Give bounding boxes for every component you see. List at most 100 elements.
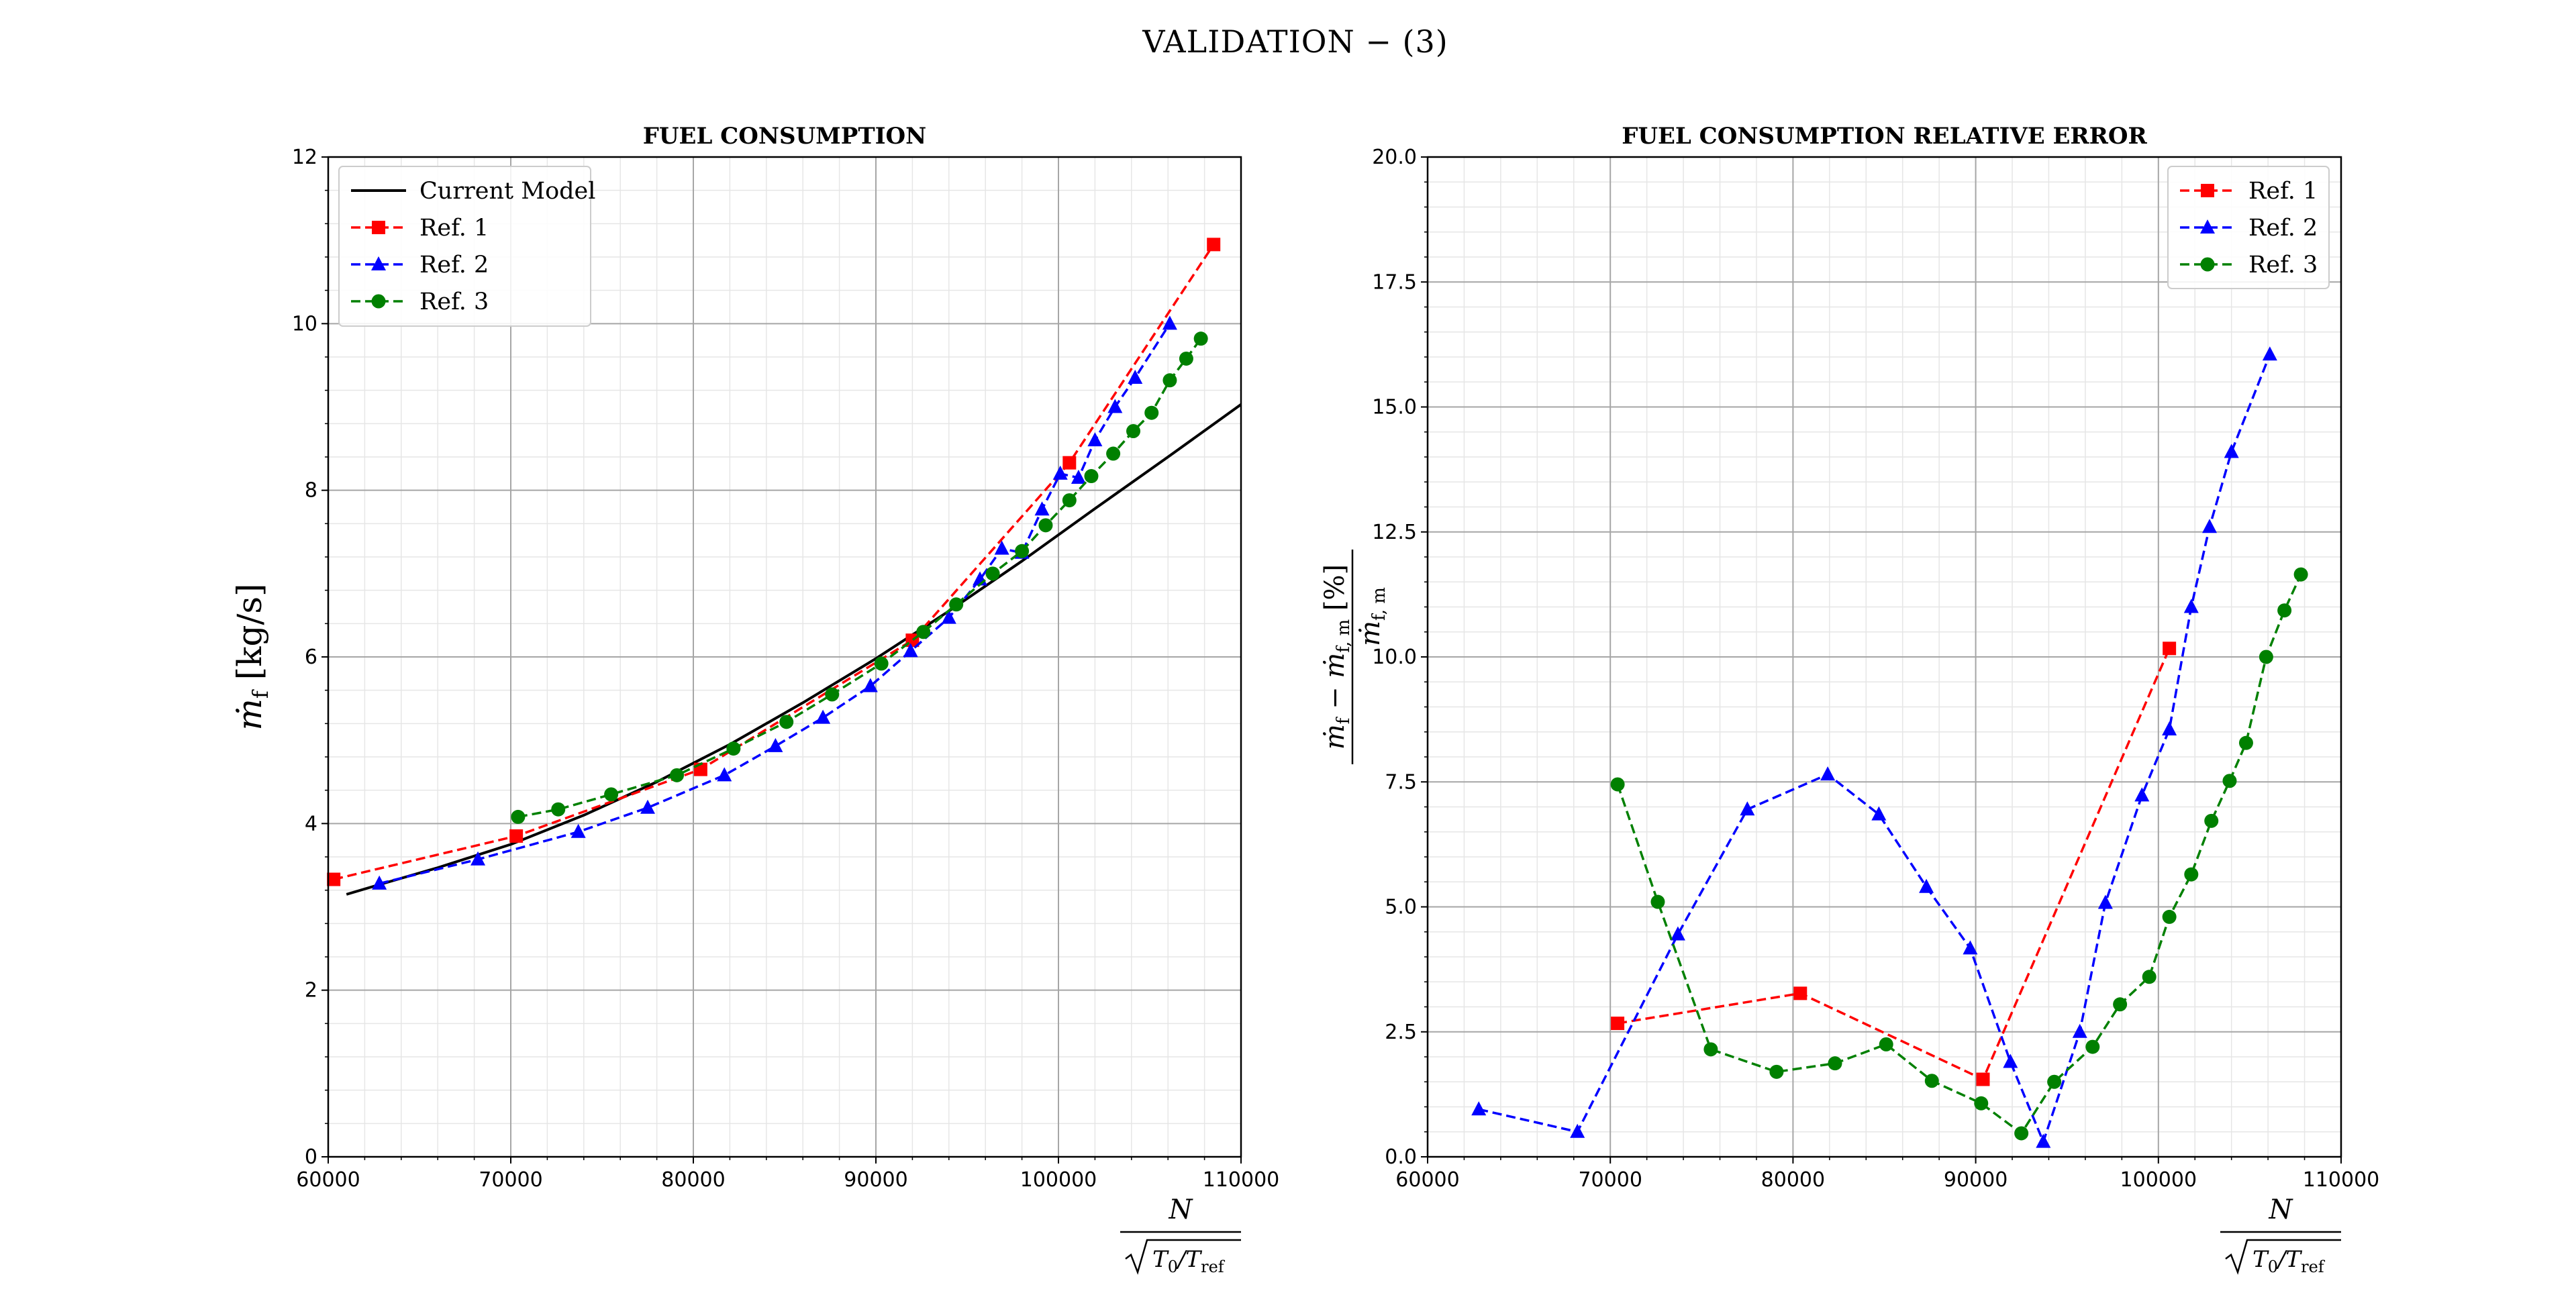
- data-point: [768, 737, 783, 752]
- x-tick-label: 80000: [1761, 1168, 1825, 1192]
- legend-item: Ref. 3: [351, 289, 489, 315]
- data-point: [1471, 1101, 1487, 1116]
- x-axis-label: N / √(T0/Tref)NT0/Tref: [1120, 1194, 1241, 1276]
- data-point: [1963, 940, 1978, 955]
- legend: Current Model Ref. 1 Ref. 2 Ref. 3: [338, 166, 595, 327]
- y-tick-label: 2: [305, 979, 317, 1002]
- data-point: [670, 768, 685, 782]
- data-point: [2222, 774, 2237, 788]
- x-tick-label: 60000: [1395, 1168, 1459, 1192]
- data-point: [2259, 650, 2273, 664]
- data-point: [1087, 432, 1103, 447]
- legend-item: Ref. 2: [2180, 215, 2318, 242]
- data-point: [1207, 238, 1221, 252]
- data-point: [2184, 867, 2199, 882]
- chart-relative-error: 60000 70000 80000 90000 100000 110000 0.0 2.5 5.…: [1320, 123, 2379, 1276]
- data-point: [815, 709, 831, 724]
- data-point: [2113, 997, 2128, 1012]
- data-point: [2277, 603, 2292, 618]
- chart-title: FUEL CONSUMPTION RELATIVE ERROR: [1622, 123, 2147, 150]
- legend-marker: [2200, 257, 2215, 272]
- legend-marker: [371, 256, 386, 270]
- data-point: [1193, 331, 1208, 346]
- y-label-text: ṁf [kg/s]: [230, 584, 273, 731]
- legend-item: Ref. 1: [351, 215, 489, 242]
- sqrt-sign: [2225, 1239, 2341, 1275]
- chart-title: FUEL CONSUMPTION: [643, 123, 927, 150]
- data-point: [1084, 469, 1099, 484]
- legend-item: Current Model: [351, 178, 595, 205]
- x-tick-label: 100000: [1020, 1168, 1097, 1192]
- x-tick-label: 70000: [479, 1168, 542, 1192]
- y-tick-label: 2.5: [1385, 1021, 1417, 1044]
- data-point: [2072, 1023, 2087, 1038]
- x-tick-label: 90000: [844, 1168, 907, 1192]
- series-line: [333, 244, 1215, 881]
- data-point: [2134, 787, 2150, 802]
- y-tick-label: 7.5: [1385, 770, 1417, 794]
- y-tick-label: 17.5: [1372, 270, 1417, 294]
- data-point: [949, 597, 964, 612]
- data-point: [1769, 1064, 1784, 1079]
- sqrt-sign: [1125, 1239, 1241, 1275]
- data-point: [985, 566, 1000, 581]
- data-point: [1062, 456, 1077, 470]
- x-tick-label: 80000: [661, 1168, 725, 1192]
- y-tick-label: 0: [305, 1145, 317, 1169]
- data-point: [779, 715, 794, 729]
- legend-label: Ref. 2: [2248, 215, 2318, 242]
- data-point: [2142, 970, 2157, 984]
- figure-suptitle: VALIDATION − (3): [1142, 23, 1448, 60]
- data-point: [372, 875, 387, 890]
- data-point: [2163, 641, 2177, 656]
- series-line: [1478, 354, 2271, 1143]
- data-point: [551, 802, 566, 817]
- data-point: [2036, 1133, 2051, 1148]
- data-point: [1052, 465, 1068, 480]
- data-point: [511, 809, 526, 824]
- data-point: [726, 741, 741, 756]
- data-point: [862, 678, 878, 692]
- x-label-numerator: N: [2269, 1194, 2294, 1225]
- y-tick-label: 5.0: [1385, 896, 1417, 919]
- series-current-model: [346, 403, 1242, 896]
- series-ref-2: [372, 315, 1177, 890]
- data-point: [1071, 470, 1086, 484]
- legend-label: Ref. 1: [419, 215, 489, 242]
- data-point: [604, 787, 619, 802]
- legend-marker: [2201, 184, 2214, 197]
- y-tick-label: 4: [305, 812, 317, 835]
- data-point: [1879, 1037, 1893, 1051]
- data-point: [1062, 493, 1077, 508]
- data-point: [1570, 1123, 1585, 1138]
- series-line: [1617, 648, 2171, 1081]
- y-tick-label: 20.0: [1372, 146, 1417, 169]
- data-point: [1610, 777, 1625, 792]
- data-point: [2183, 599, 2199, 613]
- data-point: [1106, 446, 1121, 461]
- x-tick-label: 110000: [1203, 1168, 1280, 1192]
- x-tick-label: 70000: [1578, 1168, 1642, 1192]
- series-line: [379, 323, 1171, 885]
- data-point: [1828, 1056, 1842, 1071]
- data-point: [327, 872, 341, 886]
- data-point: [1144, 405, 1159, 420]
- data-point: [2162, 909, 2177, 924]
- data-point: [1650, 894, 1665, 909]
- data-point: [2224, 444, 2239, 458]
- data-point: [2014, 1126, 2029, 1141]
- x-tick-label: 100000: [2120, 1168, 2197, 1192]
- data-point: [640, 799, 655, 814]
- data-point: [2204, 813, 2219, 828]
- data-point: [470, 851, 486, 866]
- y-tick-label: 6: [305, 646, 317, 669]
- data-point: [1740, 801, 1755, 816]
- data-point: [1793, 986, 1807, 1000]
- legend-label: Ref. 2: [419, 252, 489, 278]
- series-ref-3: [1610, 567, 2308, 1141]
- legend-box: [338, 166, 591, 327]
- data-point: [1034, 501, 1050, 516]
- data-point: [1611, 1017, 1625, 1031]
- x-tick-label: 110000: [2303, 1168, 2380, 1192]
- data-point: [2003, 1053, 2018, 1068]
